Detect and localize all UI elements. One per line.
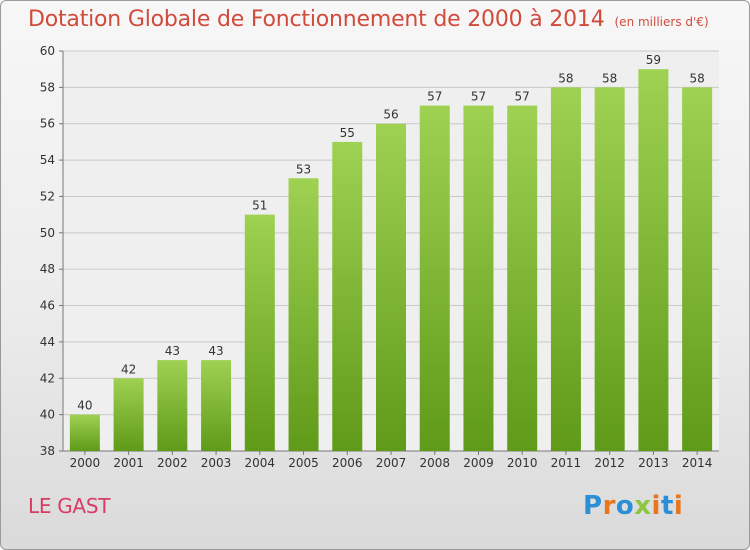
x-tick-label: 2005 [288, 456, 319, 470]
bar [507, 105, 538, 451]
bar-value-label: 40 [77, 399, 92, 413]
y-tick-label: 48 [40, 262, 55, 276]
x-tick-label: 2014 [682, 456, 713, 470]
unit-label: (en milliers d'€) [614, 15, 709, 29]
bar-value-label: 55 [340, 126, 355, 140]
commune-name: LE GAST [28, 494, 111, 518]
bar [463, 105, 494, 451]
bar-value-label: 53 [296, 162, 311, 176]
bar [594, 87, 625, 451]
x-tick-label: 2006 [332, 456, 363, 470]
y-tick-label: 60 [40, 44, 55, 58]
x-tick-label: 2001 [113, 456, 144, 470]
x-tick-label: 2008 [419, 456, 450, 470]
bar [376, 123, 406, 452]
y-tick-label: 46 [40, 299, 55, 313]
bar-value-label: 59 [646, 53, 661, 67]
y-tick-label: 42 [40, 371, 55, 385]
y-tick-label: 56 [40, 117, 55, 131]
logo-letter: o [615, 491, 635, 521]
logo-letter: P [583, 491, 603, 521]
title-row: Dotation Globale de Fonctionnement de 20… [28, 7, 709, 32]
proxiti-logo: Proxiti [583, 491, 683, 521]
x-tick-label: 2010 [507, 456, 538, 470]
bar [201, 360, 232, 451]
bar [638, 69, 669, 451]
bar [550, 87, 581, 451]
bar-value-label: 57 [427, 90, 442, 104]
y-tick-label: 58 [40, 80, 55, 94]
y-tick-label: 52 [40, 189, 55, 203]
bar-value-label: 57 [471, 90, 486, 104]
x-tick-label: 2002 [157, 456, 188, 470]
logo-letter: i [651, 491, 661, 521]
bar-value-label: 58 [558, 71, 573, 85]
bar [682, 87, 713, 451]
x-tick-label: 2012 [594, 456, 625, 470]
bar-value-label: 51 [252, 199, 267, 213]
y-tick-label: 40 [40, 408, 55, 422]
bar-value-label: 42 [121, 362, 136, 376]
x-tick-label: 2013 [638, 456, 669, 470]
logo-letter: i [673, 491, 684, 521]
bar-value-label: 56 [383, 108, 398, 122]
x-tick-label: 2000 [70, 456, 101, 470]
bar [332, 141, 363, 451]
bar-value-label: 43 [165, 344, 180, 358]
x-tick-label: 2009 [463, 456, 494, 470]
logo-letter: r [602, 491, 616, 521]
bar [69, 414, 100, 451]
bar [419, 105, 450, 451]
y-tick-label: 50 [40, 226, 55, 240]
x-tick-label: 2004 [245, 456, 276, 470]
logo-letter: t [660, 491, 674, 521]
x-tick-label: 2007 [376, 456, 407, 470]
bar-value-label: 58 [689, 71, 704, 85]
y-tick-label: 54 [40, 153, 55, 167]
y-tick-label: 38 [40, 444, 55, 458]
bar [244, 214, 275, 451]
chart-title: Dotation Globale de Fonctionnement de 20… [28, 7, 605, 32]
bar-value-label: 58 [602, 71, 617, 85]
bar-value-label: 43 [208, 344, 223, 358]
bar-value-label: 57 [515, 90, 530, 104]
x-tick-label: 2003 [201, 456, 232, 470]
bar [288, 178, 319, 452]
bar [157, 360, 188, 451]
bar [113, 378, 144, 451]
y-tick-label: 44 [40, 335, 55, 349]
x-tick-label: 2011 [551, 456, 582, 470]
logo-letter: x [634, 491, 652, 521]
